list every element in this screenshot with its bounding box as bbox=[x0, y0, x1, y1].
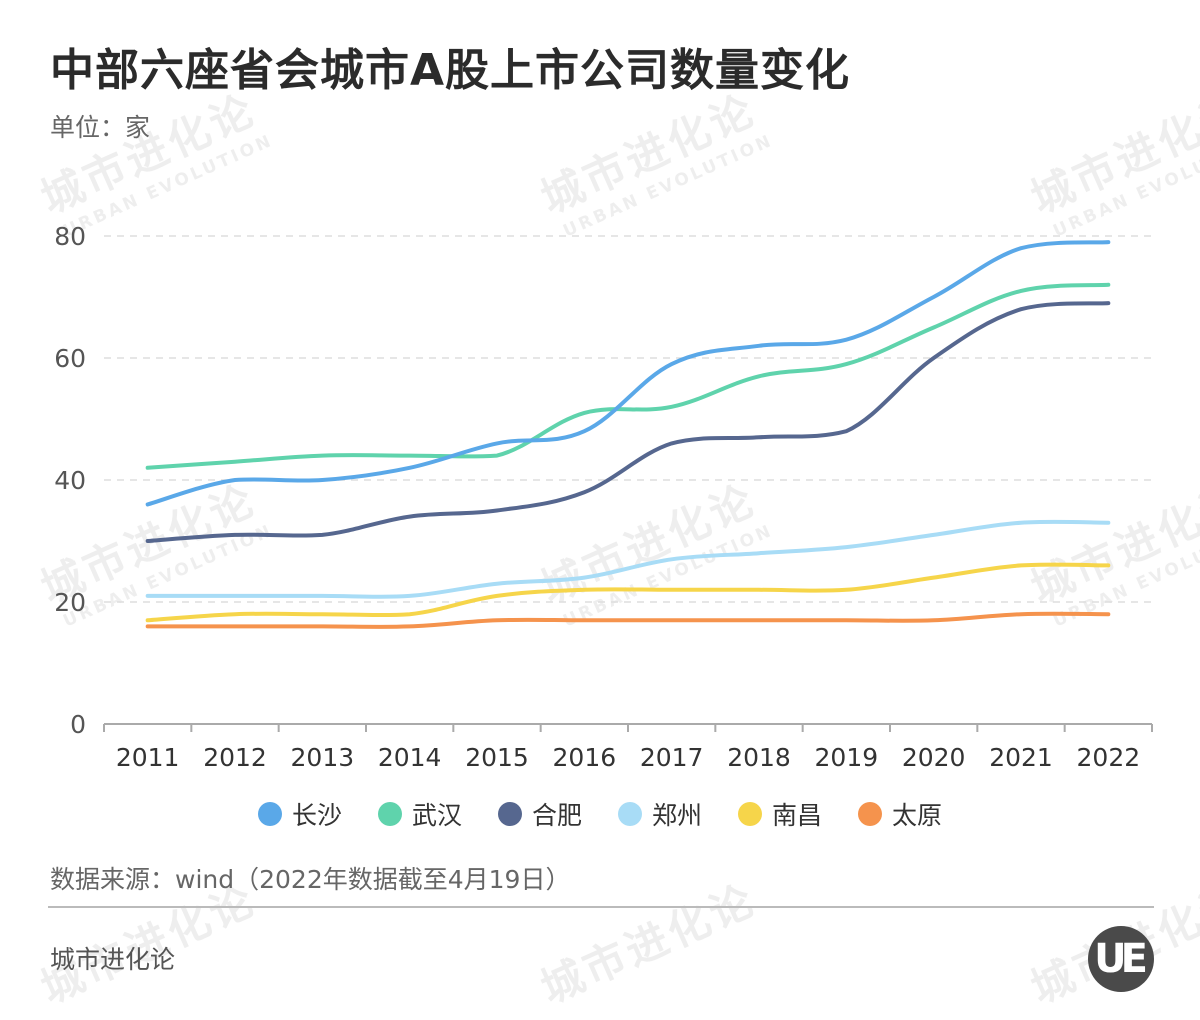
legend-swatch bbox=[618, 802, 642, 826]
chart-title: 中部六座省会城市A股上市公司数量变化 bbox=[50, 45, 851, 96]
unit-label: 单位：家 bbox=[50, 113, 151, 142]
legend-item: 南昌 bbox=[738, 796, 822, 832]
x-tick-label: 2017 bbox=[640, 743, 704, 772]
y-tick-label: 40 bbox=[54, 466, 86, 495]
brand-name: 城市进化论 bbox=[50, 945, 176, 974]
x-tick-label: 2015 bbox=[465, 743, 529, 772]
series-line-武汉 bbox=[145, 282, 1111, 470]
legend-label: 南昌 bbox=[772, 801, 823, 830]
x-tick-label: 2020 bbox=[902, 743, 966, 772]
y-tick-label: 0 bbox=[70, 710, 86, 739]
series-line-郑州 bbox=[145, 519, 1111, 599]
legend-item: 郑州 bbox=[618, 796, 702, 832]
line-chart: 0 20 40 60 80 2011 2012 2013 2014 2015 2016 2017 201… bbox=[54, 222, 1153, 772]
y-tick-label: 80 bbox=[54, 222, 86, 251]
x-tick-label: 2013 bbox=[291, 743, 355, 772]
series-line-长沙 bbox=[145, 240, 1111, 507]
legend-label: 武汉 bbox=[411, 801, 462, 830]
data-source-note: 数据来源：wind（2022年数据截至4月19日） bbox=[50, 865, 571, 894]
chart-legend: 长沙 武汉 合肥 郑州 南昌 太原 bbox=[0, 796, 1200, 832]
y-tick-label: 20 bbox=[54, 588, 86, 617]
legend-label: 郑州 bbox=[652, 801, 703, 830]
series-line-南昌 bbox=[145, 562, 1111, 623]
legend-label: 长沙 bbox=[291, 801, 342, 830]
legend-swatch bbox=[377, 802, 402, 826]
legend-swatch bbox=[858, 802, 883, 826]
x-tick-label: 2012 bbox=[203, 743, 267, 772]
x-tick-label: 2018 bbox=[727, 743, 791, 772]
x-tick-label: 2016 bbox=[553, 743, 617, 772]
legend-label: 太原 bbox=[892, 801, 943, 830]
legend-swatch bbox=[497, 802, 522, 826]
legend-label: 合肥 bbox=[531, 801, 582, 830]
x-tick-label: 2014 bbox=[378, 743, 442, 772]
brand-logo: UE bbox=[1088, 926, 1154, 992]
legend-item: 武汉 bbox=[377, 796, 462, 832]
legend-item: 长沙 bbox=[257, 796, 342, 832]
x-tick-label: 2021 bbox=[989, 743, 1053, 772]
x-tick-label: 2011 bbox=[116, 743, 180, 772]
footer-divider bbox=[48, 906, 1154, 908]
x-tick-label: 2019 bbox=[815, 743, 879, 772]
legend-swatch bbox=[738, 802, 763, 826]
series-line-太原 bbox=[145, 611, 1111, 629]
x-tick-label: 2022 bbox=[1077, 743, 1141, 772]
logo-text: UE bbox=[1094, 936, 1148, 982]
legend-item: 合肥 bbox=[497, 796, 582, 832]
y-tick-label: 60 bbox=[54, 344, 86, 373]
legend-swatch bbox=[257, 802, 282, 826]
legend-item: 太原 bbox=[858, 796, 942, 832]
series-line-合肥 bbox=[145, 301, 1111, 543]
